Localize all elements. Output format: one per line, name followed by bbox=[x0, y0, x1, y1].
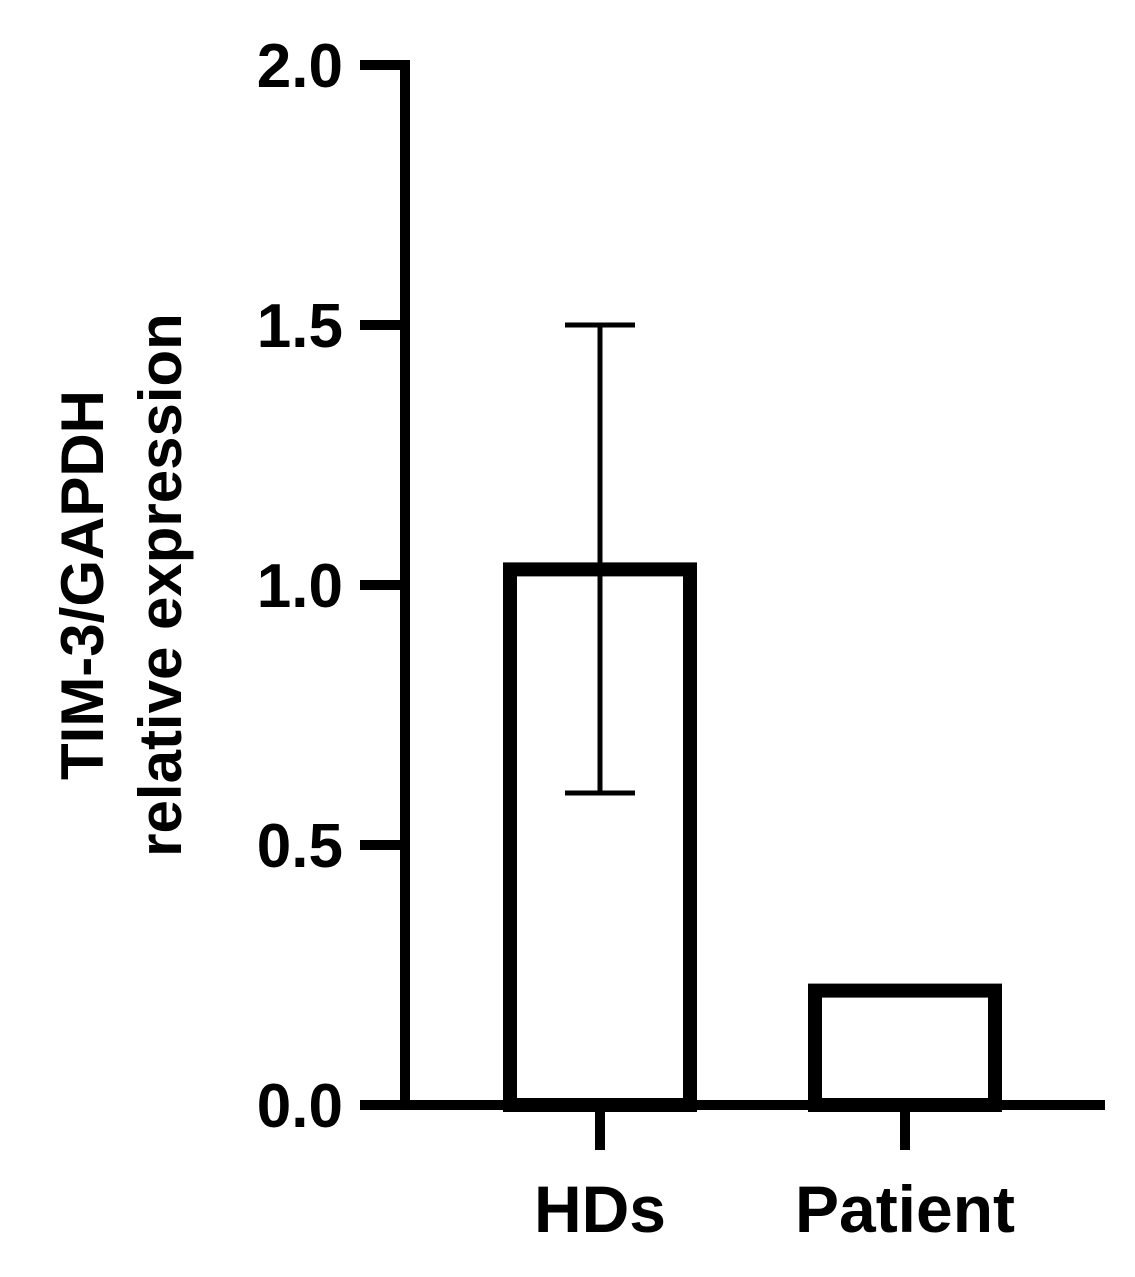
y-axis-title-line-1: TIM-3/GAPDH bbox=[49, 390, 116, 780]
y-axis-title: TIM-3/GAPDH relative expression bbox=[49, 313, 194, 857]
bars bbox=[503, 562, 1002, 1112]
y-tick-label: 0.0 bbox=[257, 1072, 343, 1141]
bar-patient bbox=[808, 983, 1002, 1112]
error-bar-hds bbox=[565, 322, 635, 796]
x-axis: HDs Patient bbox=[360, 1100, 1105, 1246]
x-tick-label-hds: HDs bbox=[534, 1172, 666, 1246]
y-tick-label: 2.0 bbox=[257, 32, 343, 101]
y-axis: 0.0 0.5 1.0 1.5 2.0 bbox=[257, 32, 410, 1141]
y-tick-label: 1.5 bbox=[257, 292, 343, 361]
y-tick-label: 1.0 bbox=[257, 552, 343, 621]
y-tick-label: 0.5 bbox=[257, 812, 343, 881]
error-bars bbox=[565, 322, 635, 796]
x-tick-label-patient: Patient bbox=[795, 1172, 1015, 1246]
y-axis-title-line-2: relative expression bbox=[127, 313, 194, 857]
